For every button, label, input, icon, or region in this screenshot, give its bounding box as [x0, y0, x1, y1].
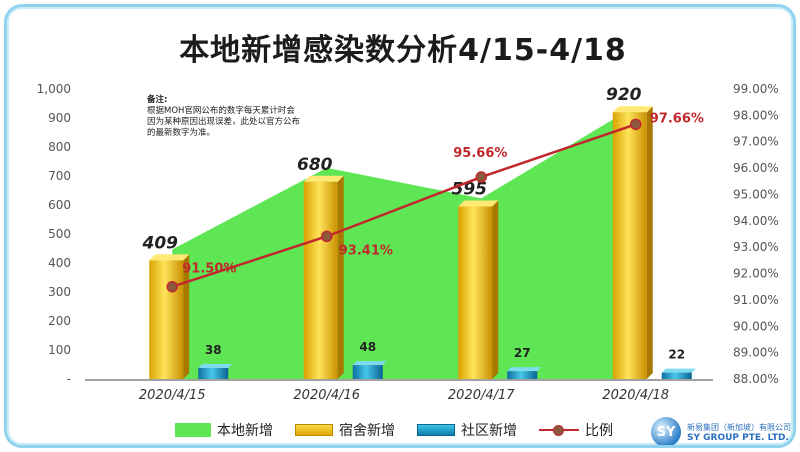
company-logo: SY 新易集团（新加坡）有限公司 SY GROUP PTE. LTD. — [651, 415, 791, 445]
legend-swatch-ratio — [539, 423, 579, 437]
left-axis-tick: 100 — [48, 343, 71, 357]
left-axis-tick: 700 — [48, 169, 71, 183]
left-axis-tick: 800 — [48, 140, 71, 154]
bar-community — [661, 372, 692, 379]
right-axis-tick: 90.00% — [733, 319, 779, 333]
left-axis-tick: 1,000 — [37, 82, 71, 96]
legend-label-local: 本地新增 — [217, 423, 273, 439]
note-line: 因为某种原因出现误差，此处以官方公布 — [147, 117, 301, 127]
x-axis-tick: 2020/4/15 — [139, 388, 206, 403]
legend-item-community: 社区新增 — [417, 420, 517, 440]
left-axis-tick: 300 — [48, 285, 71, 299]
bar-dorm-top — [149, 254, 190, 261]
bar-dorm-top — [303, 175, 344, 182]
bar-community-top — [507, 367, 542, 372]
bar-community — [507, 371, 538, 379]
logo-mark-icon: SY — [651, 417, 681, 445]
ratio-point — [630, 118, 642, 131]
logo-text: 新易集团（新加坡）有限公司 SY GROUP PTE. LTD. — [687, 422, 791, 443]
bar-dorm — [458, 206, 493, 379]
bar-dorm-value: 920 — [606, 85, 642, 105]
right-axis-tick: 95.00% — [733, 187, 779, 201]
right-axis-tick: 96.00% — [733, 161, 779, 175]
bar-community-value: 27 — [514, 346, 531, 360]
right-axis-tick: 98.00% — [733, 108, 779, 122]
bar-dorm-side — [183, 254, 190, 379]
chart-svg: - 100 200 300 400 500 600 700 800 900 1,000 88.00% 8… — [37, 82, 779, 403]
ratio-value: 97.66% — [650, 111, 704, 126]
legend-label-ratio: 比例 — [585, 423, 613, 439]
note-box: 备注: 根据MOH官网公布的数字每天累计时会 因为某种原因出现误差，此处以官方公… — [147, 95, 367, 139]
right-axis-tick: 91.00% — [733, 293, 779, 307]
bar-dorm-top — [458, 200, 499, 207]
right-axis-tick: 88.00% — [733, 372, 779, 386]
left-axis-tick: 500 — [48, 227, 71, 241]
legend-label-dorm: 宿舍新增 — [339, 423, 395, 439]
right-axis-tick: 99.00% — [733, 82, 779, 96]
legend-swatch-dorm — [295, 424, 333, 436]
left-axis-tick: 600 — [48, 198, 71, 212]
chart-card: - 100 200 300 400 500 600 700 800 900 1,000 88.00% 8… — [4, 4, 796, 448]
legend-swatch-local — [175, 423, 211, 437]
x-axis-tick: 2020/4/17 — [448, 388, 515, 403]
right-axis-tick: 92.00% — [733, 267, 779, 281]
x-axis-tick: 2020/4/16 — [293, 388, 360, 403]
ratio-value: 93.41% — [339, 243, 393, 258]
bar-community-value: 48 — [359, 340, 376, 354]
note-line: 的最新数字为准。 — [147, 128, 216, 138]
note-heading: 备注: — [147, 95, 168, 105]
ratio-point — [321, 230, 333, 243]
bar-community-top — [352, 361, 387, 366]
bar-dorm-side — [337, 175, 344, 379]
legend-item-ratio: 比例 — [539, 420, 613, 440]
bar-community-top — [198, 363, 233, 368]
bar-community-top — [661, 368, 696, 373]
legend-item-dorm: 宿舍新增 — [295, 420, 395, 440]
chart-title: 本地新增感染数分析4/15-4/18 — [179, 33, 627, 68]
bar-dorm-top — [612, 106, 653, 113]
bar-dorm — [612, 112, 647, 379]
bar-dorm-value: 409 — [142, 233, 179, 253]
bar-dorm — [303, 181, 338, 379]
logo-chinese-name: 新易集团（新加坡）有限公司 — [687, 422, 791, 432]
ratio-value: 95.66% — [453, 146, 507, 161]
right-axis-tick: 94.00% — [733, 214, 779, 228]
legend-label-community: 社区新增 — [461, 423, 517, 439]
ratio-point — [166, 280, 178, 293]
right-axis-tick: 93.00% — [733, 240, 779, 254]
note-line: 根据MOH官网公布的数字每天累计时会 — [147, 106, 295, 116]
ratio-point — [475, 171, 487, 183]
bar-dorm-side — [492, 200, 499, 379]
bar-community-value: 38 — [205, 343, 222, 357]
right-axis-tick: 97.00% — [733, 135, 779, 149]
left-axis-tick: - — [67, 372, 71, 386]
ratio-value: 91.50% — [182, 262, 236, 277]
line-ratio — [171, 123, 637, 288]
area-local-new — [172, 105, 636, 379]
left-axis-tick: 200 — [48, 314, 71, 328]
bar-community-value: 22 — [668, 348, 685, 362]
bar-dorm — [149, 260, 184, 379]
legend-item-local: 本地新增 — [175, 420, 273, 440]
left-axis-tick: 900 — [48, 111, 71, 125]
bar-dorm-value: 680 — [297, 155, 333, 175]
bar-community — [198, 367, 229, 379]
right-axis-tick: 89.00% — [733, 346, 779, 360]
bar-dorm-side — [646, 106, 653, 379]
logo-english-name: SY GROUP PTE. LTD. — [687, 432, 789, 443]
left-axis-tick: 400 — [48, 256, 71, 270]
bar-community — [352, 365, 383, 379]
legend: 本地新增 宿舍新增 社区新增 比例 — [175, 419, 613, 441]
x-axis-tick: 2020/4/18 — [602, 388, 669, 403]
legend-swatch-community — [417, 424, 455, 436]
